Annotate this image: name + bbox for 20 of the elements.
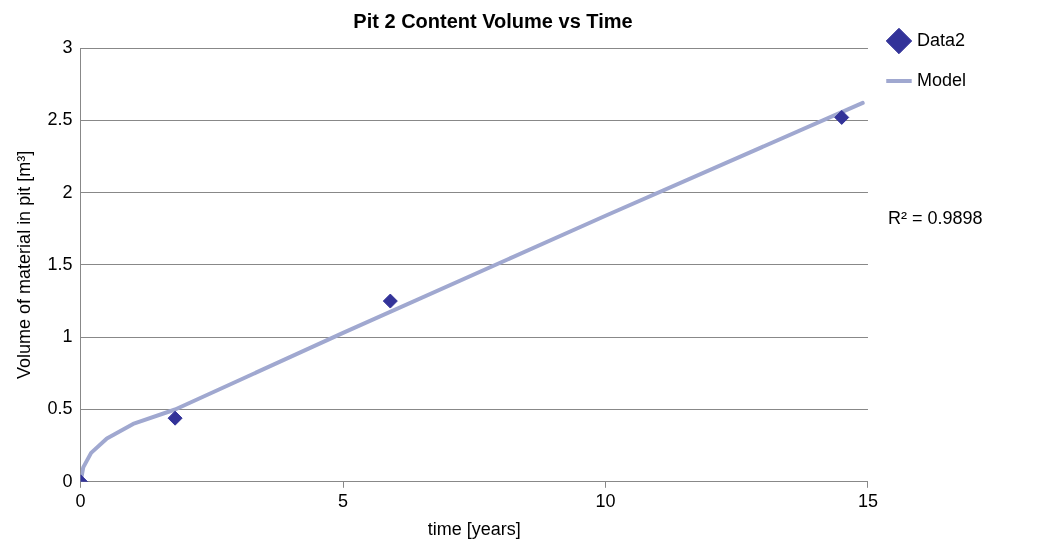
chart-title: Pit 2 Content Volume vs Time bbox=[353, 9, 633, 32]
point bbox=[382, 293, 398, 309]
x-tick-label: 10 bbox=[595, 490, 616, 511]
x-tick-label: 0 bbox=[75, 490, 86, 511]
y-tick-label: 0 bbox=[62, 470, 73, 491]
y-tick-label: 2 bbox=[62, 181, 73, 202]
y-tick-label: 2.5 bbox=[47, 109, 73, 130]
x-tick-label: 15 bbox=[857, 490, 878, 511]
legend-label: Data2 bbox=[916, 29, 966, 50]
text: R² = 0.9898 bbox=[887, 208, 983, 229]
x-axis-title: time [years] bbox=[427, 519, 521, 540]
y-tick-label: 1 bbox=[62, 326, 73, 347]
y-tick-label: 3 bbox=[62, 36, 73, 57]
point bbox=[834, 109, 850, 125]
y-tick-label: 1.5 bbox=[47, 253, 73, 274]
legend-label: Model bbox=[916, 69, 967, 90]
y-axis-title: Volume of material in pit [m³] bbox=[13, 150, 34, 379]
y-tick-label: 0.5 bbox=[47, 398, 73, 419]
point bbox=[167, 410, 183, 426]
x-tick-label: 5 bbox=[338, 490, 349, 511]
